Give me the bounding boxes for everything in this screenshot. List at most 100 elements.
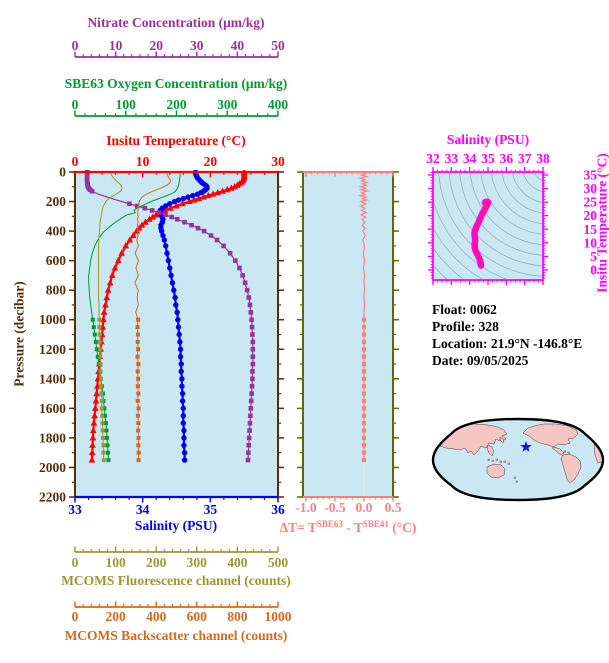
- tick-label: 38: [536, 151, 550, 166]
- temperature-axis-title: Insitu Temperature (°C): [106, 133, 246, 148]
- axis-fluorescence: 0 100 200 300 400 500: [72, 546, 289, 570]
- tick-label: 0: [72, 97, 79, 112]
- tick-label: 33: [445, 151, 459, 166]
- tick-label: 0: [72, 38, 79, 53]
- tick-label: 400: [227, 555, 248, 570]
- tick-label: 0: [72, 609, 79, 624]
- axis-backscatter: 0 200 400 600 800 1000: [72, 601, 292, 624]
- float-id-line: Float: 0062: [432, 302, 497, 317]
- tick-label: 34: [463, 151, 477, 166]
- tick-label: 300: [187, 555, 208, 570]
- tick-label: 36: [271, 502, 285, 517]
- tick-label: 35: [481, 151, 495, 166]
- main-series: [84, 170, 256, 463]
- profile-number-line: Profile: 328: [432, 319, 499, 334]
- tick-label: 30: [584, 181, 598, 196]
- tick-label: 800: [227, 609, 248, 624]
- tick-label: 20: [584, 208, 598, 223]
- date-line: Date: 09/05/2025: [432, 353, 529, 368]
- location-line: Location: 21.9°N -146.8°E: [432, 336, 583, 351]
- tick-label: 37: [518, 151, 532, 166]
- tick-label: 20: [149, 38, 163, 53]
- delta-label-mid: - T: [342, 520, 363, 535]
- backscatter-axis-title: MCOMS Backscatter channel (counts): [64, 628, 288, 643]
- tick-label: 200: [105, 609, 126, 624]
- tick-label: 35: [204, 502, 218, 517]
- tick-label: 34: [136, 502, 150, 517]
- salinity-axis-title: Salinity (PSU): [134, 518, 218, 533]
- delta-t-axis-label: ΔT= TSBE63 - TSBE41 (°C): [280, 517, 417, 535]
- plot-backgrounds: [75, 172, 543, 497]
- tick-label: -0.5: [324, 500, 346, 515]
- tick-label: 0.5: [385, 500, 402, 515]
- tick-label: 500: [268, 555, 289, 570]
- tick-label: 36: [500, 151, 514, 166]
- delta-panel: -1.0 -0.5 0.0 0.5: [295, 171, 402, 515]
- nitrate-axis-title: Nitrate Concentration (μm/kg): [87, 15, 265, 30]
- tick-label: 2200: [39, 490, 66, 505]
- tick-label: 300: [217, 97, 238, 112]
- tick-label: 15: [584, 222, 598, 237]
- tick-label: 400: [146, 609, 167, 624]
- tick-label: 50: [271, 38, 285, 53]
- main-spines: 0 200 400 600 800 1000 1200 1400 1600 1800 2000 220…: [39, 165, 284, 505]
- tick-label: 100: [116, 97, 137, 112]
- delta-label-sup1: SBE63: [316, 519, 343, 529]
- tick-label: 0: [590, 262, 597, 277]
- tick-label: 200: [166, 97, 187, 112]
- delta-label-prefix: ΔT= T: [279, 520, 317, 535]
- series-fluorescence: [97, 171, 123, 463]
- tick-label: 1800: [39, 430, 66, 445]
- delta-label-sup2: SBE41: [362, 519, 389, 529]
- tick-label: 200: [46, 194, 67, 209]
- tick-label: 35: [584, 167, 598, 182]
- ts-curve: [471, 198, 492, 269]
- tick-label: 30: [271, 154, 285, 169]
- tick-label: 30: [190, 38, 204, 53]
- tick-label: 200: [146, 555, 167, 570]
- series-backscatter: [134, 171, 172, 463]
- tick-label: 10: [109, 38, 123, 53]
- tick-label: 600: [46, 253, 67, 268]
- tick-label: 400: [268, 97, 289, 112]
- tick-label: 33: [68, 502, 82, 517]
- float-info-block: Float: 0062 Profile: 328 Location: 21.9°…: [432, 301, 582, 369]
- tick-label: 1000: [39, 312, 66, 327]
- tick-label: 1600: [39, 401, 66, 416]
- tick-label: 32: [426, 151, 440, 166]
- tick-label: 0: [72, 555, 79, 570]
- tick-label: 1000: [265, 609, 292, 624]
- pressure-axis-title: Pressure (decibar): [11, 281, 27, 387]
- ts-temperature-axis-title: Insitu Temperature (°C): [594, 153, 609, 293]
- tick-label: 1200: [39, 342, 66, 357]
- tick-label: 0.0: [356, 500, 373, 515]
- tick-label: 400: [46, 224, 67, 239]
- float-location-star: [520, 441, 532, 452]
- ts-salinity-axis-title: Salinity (PSU): [446, 132, 530, 147]
- axis-salinity: 33 34 35 36: [68, 497, 285, 517]
- tick-label: 800: [46, 283, 67, 298]
- oxygen-axis-title: SBE63 Oxygen Concentration (μm/kg): [64, 76, 288, 91]
- tick-label: 2000: [39, 460, 66, 475]
- tick-label: 1400: [39, 371, 66, 386]
- axis-oxygen: 0 100 200 300 400: [72, 97, 289, 117]
- fluorescence-axis-title: MCOMS Fluorescence channel (counts): [61, 573, 291, 588]
- series-nitrate: [84, 170, 256, 463]
- tick-label: 600: [187, 609, 208, 624]
- tick-label: 25: [584, 195, 598, 210]
- world-map: [431, 417, 605, 502]
- tick-label: 5: [590, 249, 597, 264]
- axis-nitrate: 0 10 20 30 40 50: [72, 38, 285, 58]
- tick-label: 0: [59, 165, 66, 180]
- tick-label: 10: [136, 154, 150, 169]
- tick-label: -1.0: [295, 500, 317, 515]
- tick-label: 40: [231, 38, 245, 53]
- tick-label: 0: [72, 154, 79, 169]
- tick-label: 10: [584, 235, 598, 250]
- delta-label-suffix: (°C): [388, 520, 417, 535]
